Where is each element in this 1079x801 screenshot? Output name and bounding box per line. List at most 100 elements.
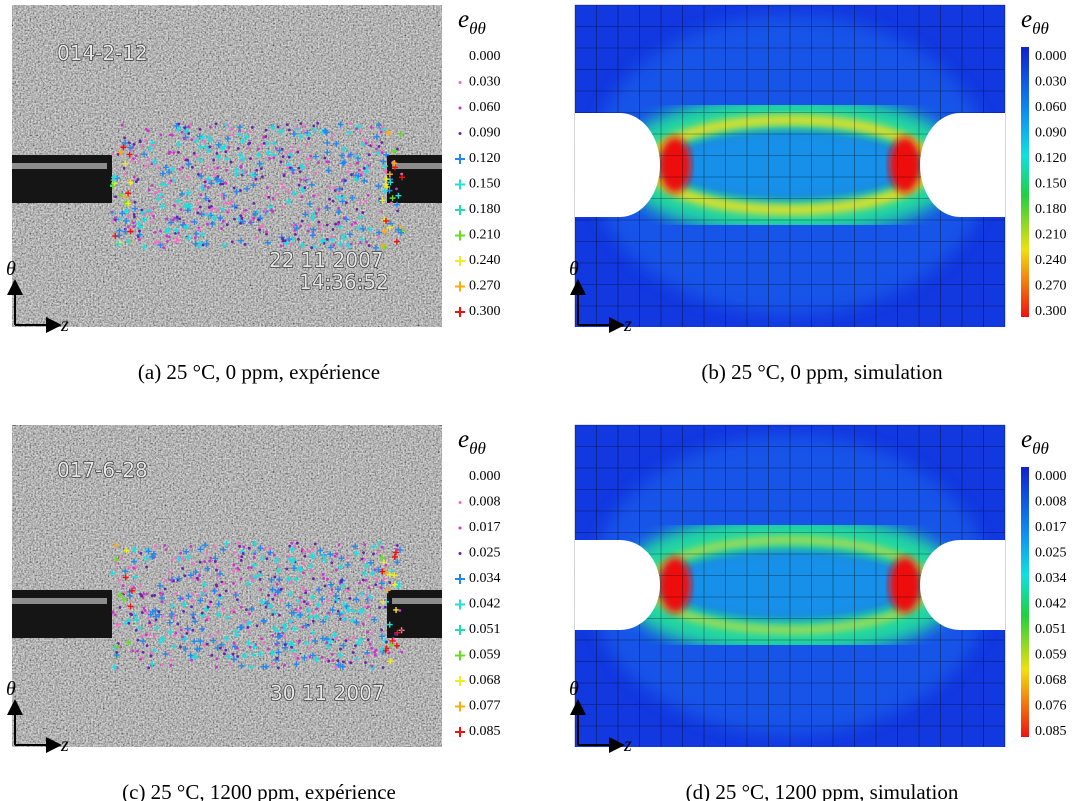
strain-dot xyxy=(132,566,136,570)
legend-label: 0.180 xyxy=(1035,202,1067,217)
strain-dot xyxy=(191,562,194,565)
strain-dot xyxy=(291,223,295,227)
strain-cross xyxy=(250,651,257,658)
strain-cross xyxy=(366,593,373,600)
strain-dot xyxy=(358,130,362,133)
strain-dot xyxy=(128,566,132,569)
strain-cross xyxy=(389,195,396,202)
strain-dot xyxy=(355,127,359,131)
strain-dot xyxy=(225,168,228,172)
strain-dot xyxy=(258,228,262,232)
strain-dot xyxy=(349,164,353,167)
strain-dot xyxy=(298,596,302,599)
strain-cross xyxy=(285,602,292,609)
strain-cross xyxy=(343,216,350,223)
axis-label: z xyxy=(623,734,632,756)
strain-cross xyxy=(140,244,147,251)
caption: (d) 25 °C, 1200 ppm, simulation xyxy=(686,780,959,801)
strain-cross xyxy=(156,582,163,589)
strain-dot xyxy=(143,213,146,217)
strain-dot xyxy=(385,640,388,644)
strain-dot xyxy=(388,581,392,584)
strain-dot xyxy=(257,218,261,222)
strain-cross xyxy=(340,232,347,239)
caption: (c) 25 °C, 1200 ppm, expérience xyxy=(122,780,396,801)
strain-dot xyxy=(349,661,353,665)
strain-cross xyxy=(393,238,400,245)
axis-label: θ xyxy=(569,258,579,280)
strain-cross xyxy=(198,626,205,633)
strain-cross xyxy=(182,635,189,642)
strain-dot xyxy=(322,577,326,580)
strain-cross xyxy=(192,569,199,576)
strain-dot xyxy=(268,547,272,550)
strain-cross xyxy=(207,212,214,219)
strain-dot xyxy=(334,637,338,640)
strain-cross xyxy=(157,638,164,645)
strain-dot xyxy=(145,592,148,596)
strain-cross xyxy=(131,546,138,553)
strain-cross xyxy=(265,149,272,156)
strain-cross xyxy=(185,234,192,241)
strain-dot xyxy=(215,584,219,588)
strain-cross xyxy=(135,220,142,227)
strain-dot xyxy=(273,593,277,597)
strain-dot xyxy=(370,632,374,636)
strain-dot xyxy=(224,648,228,652)
strain-dot xyxy=(333,554,337,558)
field-hotspot xyxy=(889,137,921,193)
strain-dot xyxy=(317,161,320,164)
strain-dot xyxy=(271,197,275,200)
strain-cross xyxy=(114,643,121,650)
strain-dot xyxy=(325,238,329,241)
strain-dot xyxy=(139,657,142,661)
strain-dot xyxy=(266,186,269,190)
strain-dot xyxy=(192,151,196,155)
strain-cross xyxy=(245,620,252,627)
strain-dot xyxy=(350,223,354,226)
strain-dot xyxy=(182,157,186,160)
strain-cross xyxy=(260,663,267,670)
strain-cross xyxy=(332,592,339,599)
strain-dot xyxy=(155,240,158,244)
strain-cross xyxy=(178,190,185,197)
strain-dot xyxy=(335,552,339,556)
strain-cross xyxy=(264,239,271,246)
strain-cross xyxy=(353,550,360,557)
strain-cross xyxy=(395,583,402,590)
strain-dot xyxy=(349,242,353,246)
strain-cross xyxy=(215,153,222,160)
strain-cross xyxy=(110,177,117,184)
strain-cross xyxy=(236,152,243,159)
legend-label: 0.210 xyxy=(469,228,501,243)
strain-dot xyxy=(311,547,315,551)
strain-cross xyxy=(183,224,190,231)
strain-dot xyxy=(204,589,207,593)
legend-label: 0.060 xyxy=(469,100,501,115)
strain-cross xyxy=(320,618,327,625)
rod xyxy=(387,590,442,638)
strain-dot xyxy=(187,125,191,129)
strain-cross xyxy=(269,649,276,656)
legend-subscript: θθ xyxy=(1032,439,1049,458)
strain-dot xyxy=(240,555,244,559)
strain-dot xyxy=(264,194,268,197)
strain-cross xyxy=(336,223,343,230)
legend-label: 0.076 xyxy=(1035,699,1067,714)
strain-dot xyxy=(197,172,200,176)
strain-cross xyxy=(255,152,262,159)
strain-dot xyxy=(306,157,310,161)
strain-dot xyxy=(123,136,126,140)
strain-cross xyxy=(198,211,205,218)
strain-cross xyxy=(185,593,192,600)
strain-dot xyxy=(140,594,144,598)
strain-cross xyxy=(120,144,127,151)
strain-dot xyxy=(351,651,355,654)
strain-dot xyxy=(293,546,297,550)
strain-dot xyxy=(346,589,350,592)
legend-marker xyxy=(455,179,465,190)
strain-cross xyxy=(373,133,380,140)
legend-label: 0.120 xyxy=(1035,151,1067,166)
strain-dot xyxy=(236,147,240,150)
